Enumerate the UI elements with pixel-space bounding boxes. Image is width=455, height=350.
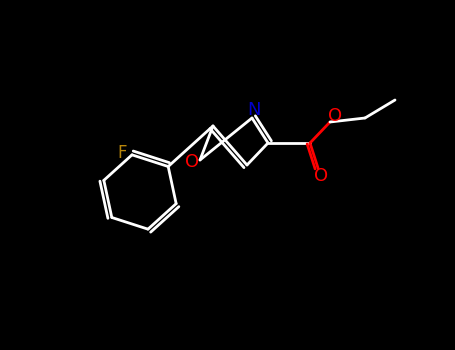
- Text: O: O: [314, 167, 328, 185]
- Text: O: O: [328, 107, 342, 125]
- Text: N: N: [247, 101, 261, 119]
- Text: O: O: [185, 153, 199, 171]
- Text: F: F: [117, 144, 127, 162]
